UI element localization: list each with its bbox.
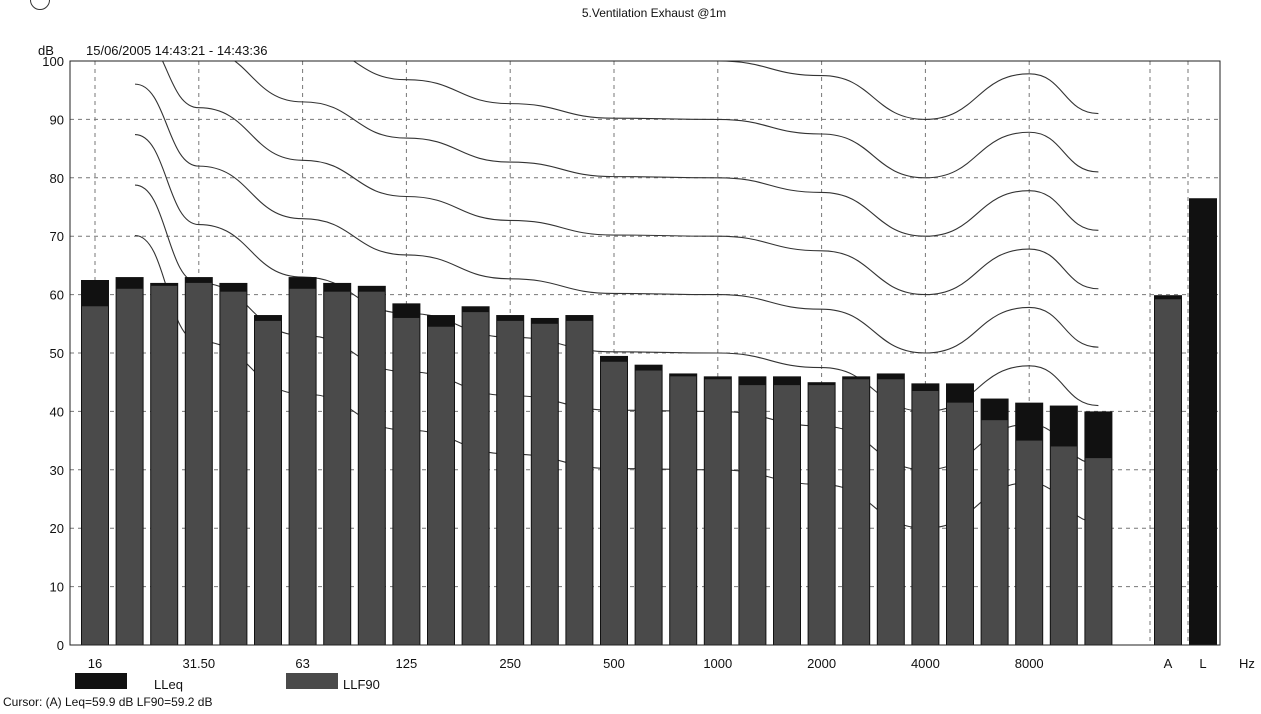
bar-llf90 xyxy=(462,312,489,645)
y-tick-label: 70 xyxy=(50,229,64,244)
y-tick-label: 0 xyxy=(57,638,64,653)
bar-llf90 xyxy=(1085,458,1112,645)
x-tick-label: 63 xyxy=(295,656,309,671)
x-tick-label: 2000 xyxy=(807,656,836,671)
y-tick-label: 30 xyxy=(50,463,64,478)
y-tick-labels: 0 10 20 30 40 50 60 70 80 90 100 xyxy=(42,54,64,653)
x-tick-label: 31.50 xyxy=(183,656,216,671)
x-tick-label: 500 xyxy=(603,656,625,671)
y-tick-label: 50 xyxy=(50,346,64,361)
nr-curve xyxy=(162,61,1099,296)
nr-curve xyxy=(667,61,1099,120)
legend: LLeq LLF90 xyxy=(75,673,380,692)
nr-curve xyxy=(233,61,1099,237)
bar-llf90 xyxy=(566,320,593,645)
bar-llf90 xyxy=(635,370,662,645)
chart-title: 5.Ventilation Exhaust @1m xyxy=(582,6,726,20)
x-unit-label: Hz xyxy=(1239,656,1255,671)
bar-llf90 xyxy=(912,390,939,645)
bar-llf90 xyxy=(947,402,973,645)
legend-label-llf90: LLF90 xyxy=(343,677,380,692)
bar-llf90 xyxy=(82,306,108,645)
y-tick-label: 20 xyxy=(50,521,64,536)
bar-llf90 xyxy=(289,288,316,645)
bar-llf90 xyxy=(1050,446,1077,645)
bar-llf90 xyxy=(808,385,835,645)
y-tick-label: 100 xyxy=(42,54,64,69)
x-tick-labels: 16 31.50 63 125 250 500 1000 2000 4000 8000 A L xyxy=(88,656,1207,671)
x-tick-label: 8000 xyxy=(1015,656,1044,671)
x-tick-label: 16 xyxy=(88,656,102,671)
bar-layer xyxy=(81,198,1217,646)
plot-frame xyxy=(69,60,1221,646)
bar-llf90 xyxy=(704,379,731,645)
bar-llf90 xyxy=(981,420,1008,645)
y-tick-label: 60 xyxy=(50,288,64,303)
bar-llf90 xyxy=(185,282,212,645)
legend-swatch-lleq xyxy=(75,673,127,689)
bar-llf90 xyxy=(739,385,766,645)
bar-llf90 xyxy=(428,326,454,645)
legend-swatch-llf90 xyxy=(286,673,338,689)
x-tick-label: 250 xyxy=(499,656,521,671)
cursor-readout: Cursor: (A) Leq=59.9 dB LF90=59.2 dB xyxy=(3,695,213,709)
bar-overall-llf90 xyxy=(1155,299,1181,645)
bar-llf90 xyxy=(1016,440,1043,645)
bar-llf90 xyxy=(497,320,524,645)
nr-curve xyxy=(134,83,1099,354)
x-tick-label-overall: A xyxy=(1164,656,1173,671)
legend-label-lleq: LLeq xyxy=(154,677,183,692)
bar-llf90 xyxy=(774,385,800,645)
bar-llf90 xyxy=(255,320,281,645)
x-tick-label: 4000 xyxy=(911,656,940,671)
bar-llf90 xyxy=(601,361,627,645)
y-axis-label: dB xyxy=(38,43,54,58)
bar-llf90 xyxy=(393,317,420,645)
y-tick-label: 90 xyxy=(50,112,64,127)
bar-llf90 xyxy=(843,379,870,645)
bar-llf90 xyxy=(670,376,697,645)
nr-curve xyxy=(352,61,1099,179)
bar-llf90 xyxy=(877,379,904,645)
y-tick-label: 80 xyxy=(50,171,64,186)
y-tick-label: 10 xyxy=(50,580,64,595)
bar-llf90 xyxy=(151,285,178,645)
bar-llf90 xyxy=(220,291,247,645)
bar-llf90 xyxy=(358,291,385,645)
x-tick-label: 1000 xyxy=(703,656,732,671)
chart-subtitle: 15/06/2005 14:43:21 - 14:43:36 xyxy=(86,43,267,58)
bar-llf90 xyxy=(116,288,143,645)
bar-llf90 xyxy=(324,291,351,645)
x-tick-label-overall: L xyxy=(1199,656,1206,671)
y-tick-label: 40 xyxy=(50,404,64,419)
x-tick-label: 125 xyxy=(396,656,418,671)
bar-overall-lleq xyxy=(1189,198,1217,646)
bar-llf90 xyxy=(531,323,558,645)
plot-border xyxy=(69,60,1221,646)
